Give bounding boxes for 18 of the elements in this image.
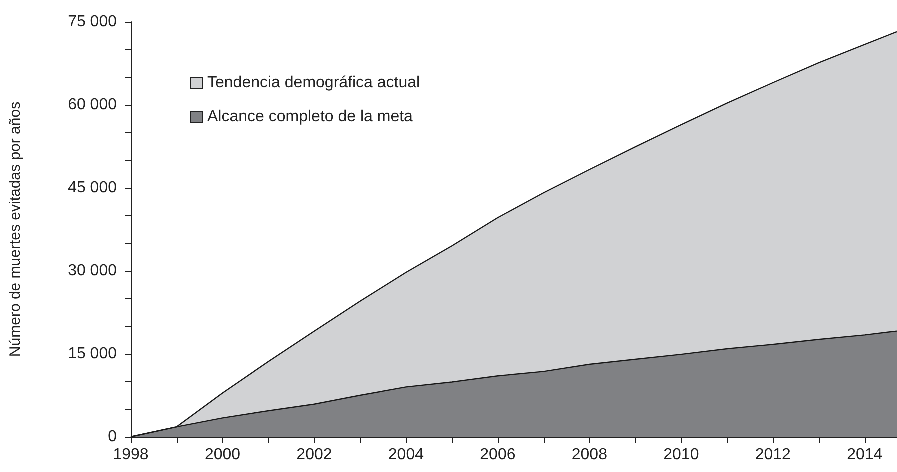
y-tick-label: 0	[108, 428, 118, 446]
y-axis-title: Número de muertes evitadas por años	[7, 102, 24, 358]
x-tick-label: 2006	[480, 446, 516, 464]
y-tick-label: 75 000	[68, 14, 118, 30]
y-tick-label: 30 000	[68, 262, 118, 280]
x-tick-label: 2002	[296, 446, 332, 464]
y-tick-label: 15 000	[68, 346, 118, 362]
y-tick-label: 45 000	[68, 180, 118, 196]
x-tick-label: 2014	[847, 446, 883, 464]
legend-label: Tendencia demográfica actual	[208, 74, 420, 92]
y-tick-label: 60 000	[68, 96, 118, 114]
x-tick-label: 2010	[664, 446, 700, 464]
x-tick-label: 2012	[755, 446, 792, 464]
x-tick-label: 1998	[113, 446, 149, 464]
x-tick-label: 2004	[388, 446, 424, 464]
x-tick-label: 2008	[572, 446, 608, 464]
legend-label: Alcance completo de la meta	[208, 108, 414, 126]
x-tick-label: 2000	[204, 446, 241, 464]
